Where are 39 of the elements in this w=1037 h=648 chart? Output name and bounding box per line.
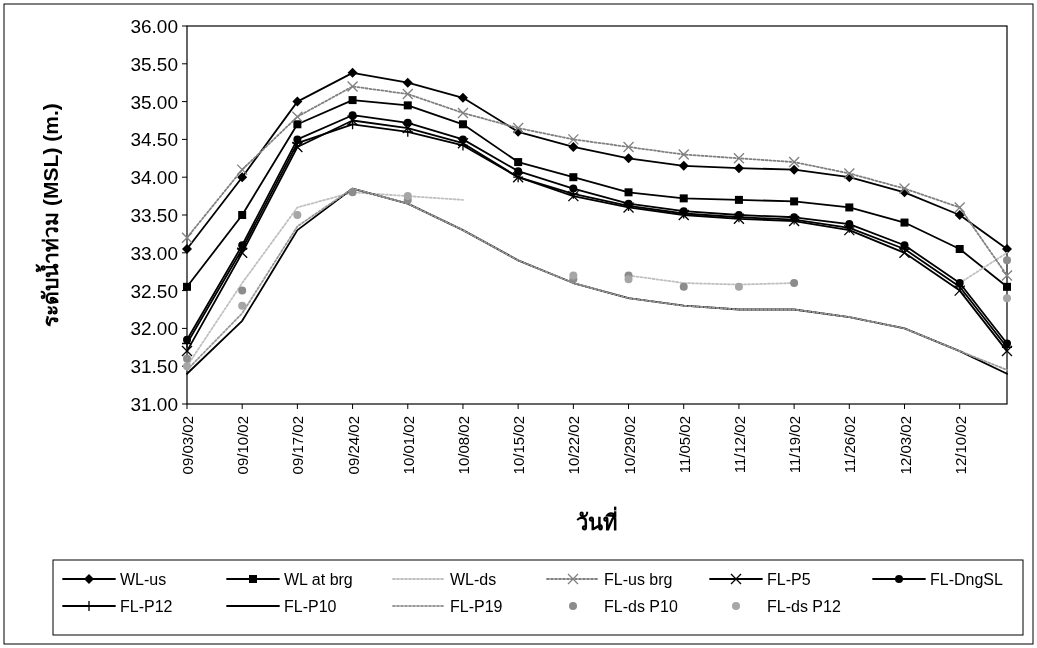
legend-label: FL-ds P12 — [767, 598, 841, 615]
y-tick-label: 36.00 — [130, 16, 178, 37]
y-tick-label: 34.50 — [130, 129, 178, 151]
legend-label: FL-ds P10 — [604, 598, 678, 615]
x-axis-title: วันที่ — [576, 506, 618, 535]
x-tick-label: 10/01/02 — [399, 416, 417, 475]
legend-label: WL at brg — [284, 571, 353, 588]
y-axis-title: ระดับน้ำท่วม (MSL) (m.) — [35, 103, 62, 327]
x-tick-label: 11/19/02 — [786, 416, 804, 474]
x-tick-label: 10/08/02 — [454, 416, 472, 475]
y-tick-label: 32.00 — [130, 318, 178, 340]
y-tick-label: 35.50 — [130, 53, 178, 75]
x-tick-label: 09/17/02 — [289, 416, 307, 475]
y-tick-label: 35.00 — [130, 91, 178, 113]
x-tick-label: 09/10/02 — [234, 416, 252, 475]
x-tick-label: 12/10/02 — [951, 416, 969, 475]
y-tick-label: 31.00 — [130, 394, 178, 415]
x-tick-label: 12/03/02 — [896, 416, 914, 475]
x-tick-label: 09/24/02 — [344, 416, 362, 475]
y-tick-label: 33.50 — [130, 205, 178, 226]
x-tick-label: 11/05/02 — [675, 416, 693, 474]
legend-label: WL-us — [120, 571, 167, 588]
legend-label: FL-DngSL — [930, 571, 1004, 588]
legend-label: FL-P19 — [450, 598, 503, 615]
x-tick-label: 10/15/02 — [510, 416, 528, 475]
x-tick-label: 11/12/02 — [730, 416, 748, 474]
y-tick-label: 32.50 — [130, 280, 178, 302]
legend-label: FL-P5 — [767, 571, 811, 588]
legend-label: WL-ds — [450, 571, 497, 588]
y-tick-label: 33.00 — [130, 242, 178, 264]
y-tick-label: 34.00 — [130, 167, 178, 189]
legend-label: FL-P10 — [284, 598, 337, 615]
x-tick-label: 11/26/02 — [841, 416, 859, 474]
legend-label: FL-us brg — [604, 571, 673, 588]
legend-label: FL-P12 — [120, 598, 173, 615]
x-tick-label: 10/22/02 — [565, 416, 583, 475]
x-tick-label: 09/03/02 — [179, 416, 196, 475]
x-tick-label: 10/29/02 — [620, 416, 638, 475]
y-tick-label: 31.50 — [130, 356, 178, 378]
